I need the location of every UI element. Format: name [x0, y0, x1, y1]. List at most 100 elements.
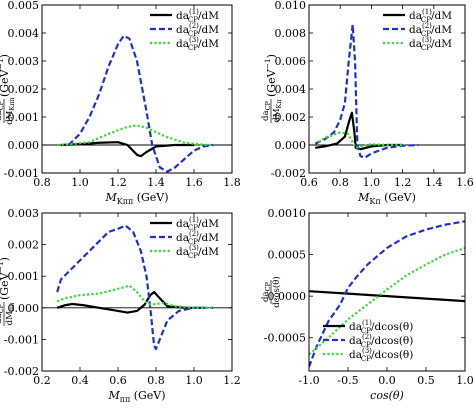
series-line-2 [56, 224, 213, 350]
y-label-denominator: dMKππ [5, 96, 16, 124]
x-tick-label: 0.2 [33, 374, 51, 387]
series-line-3 [309, 246, 465, 356]
y-label-numerator: daCP [0, 100, 5, 120]
x-tick-label: -1.0 [298, 374, 319, 387]
y-tick-label: 0.000 [275, 139, 307, 152]
x-axis-label: MKππ (GeV) [104, 191, 168, 206]
legend-entry-2: da(2) CP/dM [409, 22, 452, 38]
series-line-3 [57, 124, 214, 147]
panel-3: 0.2 0.4 0.6 0.8 1.0 1.2 -0.002 -0.001 0.000 0.001… [0, 207, 241, 404]
y-tick-label: 0.0010 [268, 207, 307, 220]
x-tick-label: 0.0 [378, 374, 396, 387]
y-tick-label: 0.002 [8, 239, 40, 252]
y-tick-label: 0.004 [275, 83, 307, 96]
y-label-numerator: daCP [261, 281, 272, 301]
legend-entry-1: da(1) CP/dcos(θ) [349, 319, 413, 335]
y-tick-label: 0.002 [8, 83, 40, 96]
x-tick-label: 1.4 [425, 176, 443, 189]
x-tick-label: 1.6 [456, 176, 474, 189]
y-tick-label: 0.0000 [268, 290, 307, 303]
series-line-2 [309, 220, 465, 368]
y-label-denominator: dMKπ [272, 99, 283, 123]
y-tick-label: -0.002 [4, 365, 39, 378]
y-label-denominator: dMππ [5, 302, 16, 325]
x-tick-label: 1.0 [363, 176, 381, 189]
series-line-1 [60, 141, 194, 158]
y-tick-label: 0.003 [8, 55, 40, 68]
x-tick-label: 0.8 [331, 176, 349, 189]
y-tick-label: -0.002 [271, 167, 306, 180]
series-line-1 [309, 290, 465, 303]
y-tick-label: -0.0005 [264, 332, 306, 345]
x-tick-label: 0.5 [417, 374, 435, 387]
legend-entry-3: da(3) CP/dcos(θ) [349, 347, 413, 363]
x-tick-label: 1.2 [109, 176, 127, 189]
panel-2: 0.6 0.8 1.0 1.2 1.4 1.6 -0.002 0.000 0.002 0.004 0… [261, 0, 474, 206]
x-tick-label: 1.2 [223, 374, 241, 387]
y-tick-label: 0.003 [8, 207, 40, 220]
x-tick-label: 1.0 [456, 374, 474, 387]
series-line-2 [314, 23, 419, 159]
series-line-3 [317, 131, 403, 149]
x-tick-label: 0.6 [300, 176, 318, 189]
y-tick-label: 0.000 [8, 302, 40, 315]
y-label-denominator: dcos(θ) [271, 276, 282, 307]
y-tick-label: 0.005 [8, 0, 40, 12]
y-tick-label: 0.000 [8, 139, 40, 152]
legend-entry-3: da(3) CP/dM [409, 36, 452, 52]
legend-entry-3: da(3) CP/dM [176, 244, 219, 260]
x-tick-label: 1.4 [147, 176, 165, 189]
y-label-unit: (GeV−1) [0, 54, 11, 97]
x-tick-label: 1.2 [394, 176, 412, 189]
x-tick-label: 1.0 [185, 374, 203, 387]
legend-entry-2: da(2) CP/dM [176, 22, 219, 38]
y-label-numerator: daCP [0, 303, 5, 323]
y-tick-label: 0.0005 [268, 249, 307, 262]
y-tick-label: -0.001 [4, 167, 39, 180]
y-tick-label: -0.001 [4, 333, 39, 346]
legend-entry-1: da(1) CP/dM [409, 8, 452, 24]
y-tick-label: 0.006 [275, 55, 307, 68]
legend-entry-1: da(1) CP/dM [176, 216, 219, 232]
x-tick-label: 0.8 [147, 374, 165, 387]
series-line-1 [56, 290, 204, 314]
panel-1: 0.8 1.0 1.2 1.4 1.6 1.8 -0.001 0.000 0.001 0.002 0… [0, 0, 241, 206]
y-tick-label: 0.004 [8, 27, 40, 40]
y-tick-label: 0.008 [275, 27, 307, 40]
x-tick-label: 1.0 [71, 176, 89, 189]
legend-entry-2: da(2) CP/dM [176, 230, 219, 246]
legend-entry-3: da(3) CP/dM [176, 36, 219, 52]
x-axis-label: MKπ (GeV) [357, 191, 416, 206]
legend-entry-2: da(2) CP/dcos(θ) [349, 333, 413, 349]
plot-frame [41, 212, 233, 372]
x-tick-label: 1.6 [185, 176, 203, 189]
series-line-1 [315, 111, 403, 151]
y-label-unit: (GeV−1) [263, 54, 278, 97]
x-axis-label: Mππ (GeV) [107, 389, 165, 404]
legend-entry-1: da(1) CP/dM [176, 8, 219, 24]
y-tick-label: 0.001 [8, 270, 40, 283]
x-tick-label: -0.5 [337, 374, 358, 387]
x-tick-label: 0.6 [109, 374, 127, 387]
y-label-unit: (GeV−1) [0, 257, 11, 300]
y-tick-label: 0.010 [275, 0, 307, 12]
series-line-2 [67, 34, 214, 173]
series-line-3 [56, 284, 213, 309]
y-tick-label: 0.002 [275, 111, 307, 124]
legend: da(1) CP/dcos(θ)da(2) CP/dcos(θ)da(3) CP/dc… [323, 319, 413, 363]
x-axis-label: cos(θ) [370, 389, 404, 402]
y-axis-label: daCP dcos(θ) [261, 276, 282, 307]
y-tick-label: 0.001 [8, 111, 40, 124]
x-tick-label: 1.8 [223, 176, 241, 189]
y-label-numerator: daCP [261, 100, 272, 120]
x-tick-label: 0.4 [71, 374, 89, 387]
x-tick-label: 0.8 [33, 176, 51, 189]
panel-4: -1.0 -0.5 0.0 0.5 1.0 -0.0005 0.0000 0.0005 0.00… [261, 207, 474, 402]
